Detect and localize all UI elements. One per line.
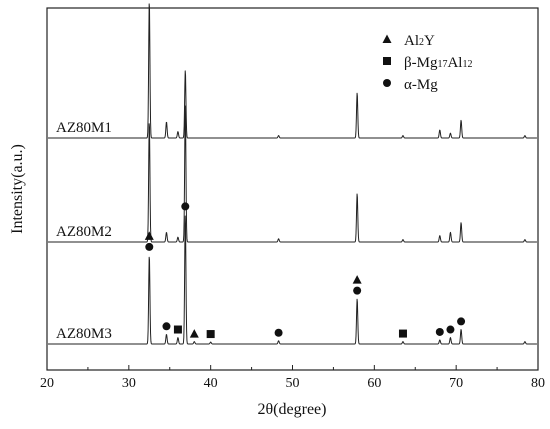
series-label: AZ80M2 xyxy=(56,224,112,240)
circle-marker xyxy=(353,286,362,295)
diffraction-traces xyxy=(47,3,538,345)
square-marker xyxy=(173,325,182,334)
legend-label: β-Mg17Al12 xyxy=(404,55,472,71)
legend-label: α-Mg xyxy=(404,77,438,93)
series-label: AZ80M1 xyxy=(56,120,112,136)
legend-label: Al2Y xyxy=(404,33,435,49)
series-label: AZ80M3 xyxy=(56,326,112,342)
x-tick-label: 80 xyxy=(531,376,545,391)
triangle-marker xyxy=(144,231,154,240)
circle-marker xyxy=(274,328,283,337)
square-marker xyxy=(398,329,407,338)
x-axis-label: 2θ(degree) xyxy=(258,401,327,418)
x-tick-label: 50 xyxy=(286,376,300,391)
x-tick-label: 60 xyxy=(367,376,381,391)
legend: Al2Y β-Mg17Al12 α-Mg xyxy=(382,33,472,93)
series-line-az80m1 xyxy=(47,3,538,139)
x-tick-label: 40 xyxy=(204,376,218,391)
x-tick-label: 70 xyxy=(449,376,463,391)
x-axis: 20 30 40 50 60 70 80 xyxy=(40,365,545,391)
square-marker xyxy=(206,330,215,339)
series-labels: AZ80M3 AZ80M2 AZ80M1 xyxy=(56,120,112,342)
x-tick-label: 20 xyxy=(40,376,54,391)
y-axis-label: Intensity(a.u.) xyxy=(9,144,26,234)
circle-marker xyxy=(181,202,190,211)
series-line-az80m2 xyxy=(47,105,538,243)
legend-circle-icon xyxy=(383,79,391,87)
circle-marker xyxy=(446,325,455,334)
circle-marker xyxy=(435,327,444,336)
circle-marker xyxy=(145,242,154,251)
triangle-marker xyxy=(352,275,362,284)
legend-triangle-icon xyxy=(382,34,392,43)
circle-marker xyxy=(162,322,171,331)
triangle-marker xyxy=(189,329,199,338)
circle-marker xyxy=(457,317,466,326)
series-line-az80m3 xyxy=(47,215,538,345)
legend-square-icon xyxy=(383,57,391,65)
x-tick-label: 30 xyxy=(122,376,136,391)
phase-markers xyxy=(144,202,466,339)
